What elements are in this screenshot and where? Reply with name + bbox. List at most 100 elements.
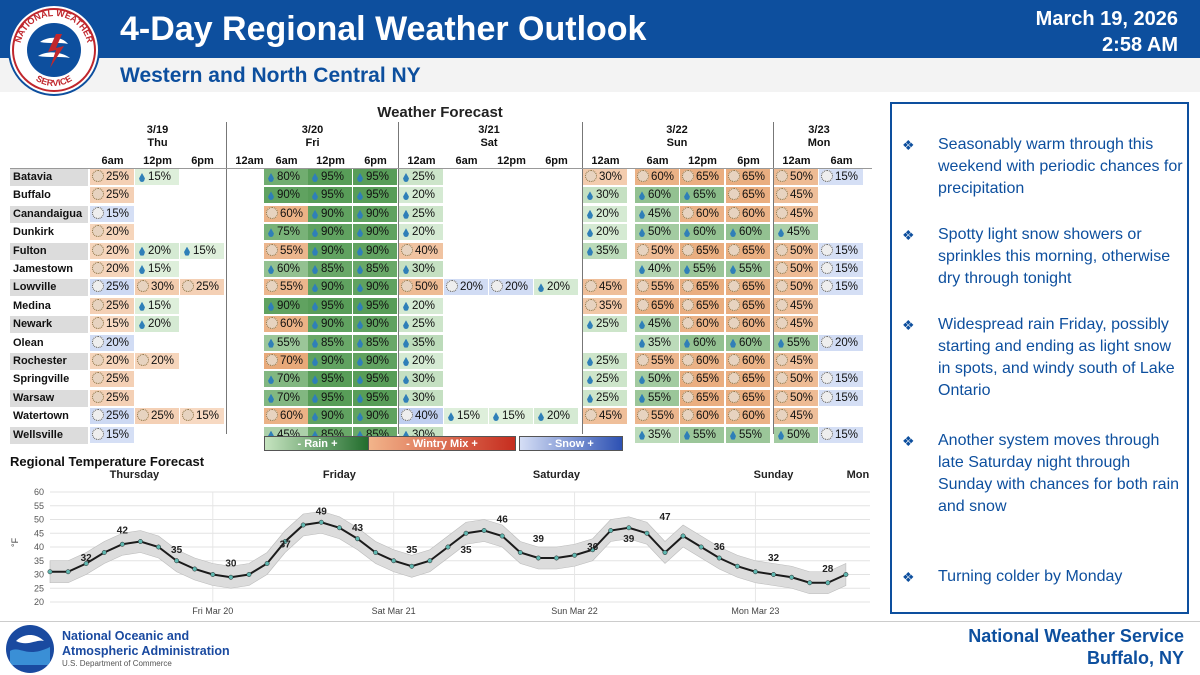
probability-value: 90% (321, 355, 345, 367)
raindrop-icon (312, 393, 318, 403)
forecast-cell: 20% (444, 279, 489, 297)
forecast-cell: 35% (583, 297, 628, 315)
raindrop-icon (312, 209, 318, 219)
probability-value: 50% (415, 281, 439, 294)
forecast-cell: 20% (399, 297, 444, 315)
probability-value: 30% (412, 263, 436, 275)
wintry-mix-icon (728, 298, 740, 311)
footer-divider (0, 621, 1200, 622)
forecast-cell: 40% (635, 261, 680, 278)
probability-value: 45% (648, 207, 672, 220)
bullet-text: Turning colder by Monday (938, 568, 1123, 585)
wintry-mix-icon (682, 354, 694, 366)
day-separator (398, 122, 399, 434)
raindrop-icon (268, 173, 274, 182)
forecast-cell: 60% (680, 334, 725, 352)
probability-value: 90% (366, 318, 390, 331)
forecast-cell: 45% (774, 353, 819, 370)
probability-value: 25% (196, 281, 220, 294)
probability-value: 20% (151, 355, 175, 367)
forecast-cell: 35% (399, 334, 444, 352)
forecast-cell: 30% (583, 169, 628, 186)
raindrop-icon (268, 228, 274, 238)
probability-value: 45% (790, 299, 814, 312)
probability-value: 80% (277, 171, 301, 183)
forecast-cell: 25% (90, 187, 135, 205)
temperature-annotation: 37 (280, 539, 292, 550)
raindrop-icon (139, 320, 145, 330)
forecast-cell: 15% (819, 261, 864, 278)
raindrop-icon (403, 228, 409, 238)
forecast-cell: 60% (680, 316, 725, 334)
raindrop-icon (587, 393, 593, 403)
probability-value: 25% (106, 281, 130, 294)
forecast-cell: 90% (353, 353, 398, 370)
probability-value: 20% (106, 263, 130, 275)
forecast-cell: 25% (399, 316, 444, 334)
wintry-mix-icon (92, 390, 104, 403)
temperature-chart-title: Regional Temperature Forecast (10, 454, 205, 469)
probability-value: 40% (415, 410, 439, 423)
probability-value: 95% (366, 373, 390, 386)
forecast-cell: 55% (680, 426, 725, 444)
raindrop-icon (587, 191, 593, 201)
wintry-mix-icon (137, 354, 149, 366)
temperature-annotation: 28 (822, 564, 834, 575)
probability-value: 60% (739, 226, 763, 239)
probability-value: 60% (648, 189, 672, 202)
wintry-mix-icon (92, 354, 104, 366)
wintry-mix-icon (637, 243, 649, 256)
probability-value: 35% (596, 244, 620, 257)
temperature-point (825, 580, 831, 586)
wintry-mix-icon (682, 409, 694, 422)
snowflake-icon (491, 280, 503, 293)
probability-value: 45% (790, 355, 814, 367)
probability-value: 60% (280, 318, 304, 331)
raindrop-icon (587, 357, 593, 366)
forecast-cell: 90% (353, 408, 398, 426)
probability-value: 30% (596, 189, 620, 202)
forecast-cell: 95% (353, 297, 398, 315)
day-separator (582, 122, 583, 434)
forecast-cell: 50% (774, 389, 819, 407)
forecast-cell: 20% (399, 187, 444, 205)
forecast-cell: 50% (774, 261, 819, 278)
date-label: Mon Mar 23 (731, 606, 779, 616)
probability-value: 15% (457, 410, 481, 423)
wintry-mix-icon (637, 298, 649, 311)
legend-rain: - Rain + (264, 436, 371, 451)
forecast-cell: 30% (135, 279, 180, 297)
bullet-text: Spotty light snow showers or sprinkles t… (938, 226, 1171, 287)
probability-value: 35% (648, 336, 672, 349)
nws-logo-icon: NATIONAL WEATHER SERVICE (12, 8, 96, 92)
bullet-diamond-icon: ❖ (902, 137, 915, 153)
probability-value: 15% (835, 428, 859, 441)
raindrop-icon (268, 430, 274, 440)
probability-value: 20% (148, 318, 172, 331)
issued-time: 2:58 AM (1102, 34, 1178, 56)
forecast-cell: 55% (726, 261, 771, 278)
wintry-mix-icon (182, 280, 194, 293)
forecast-cell: 55% (726, 426, 771, 444)
raindrop-icon (357, 320, 363, 330)
wintry-mix-icon (776, 317, 788, 330)
forecast-cell: 50% (774, 426, 819, 444)
probability-value: 45% (599, 410, 623, 423)
temperature-point (137, 539, 143, 544)
probability-value: 55% (648, 391, 672, 404)
forecast-cell: 50% (635, 224, 680, 242)
city-medina: Medina (13, 299, 51, 312)
raindrop-icon (587, 375, 593, 385)
forecast-cell: 95% (353, 169, 398, 186)
wintry-mix-icon (637, 280, 649, 293)
probability-value: 95% (366, 299, 390, 312)
raindrop-icon (139, 173, 145, 182)
raindrop-icon (403, 191, 409, 201)
probability-value: 40% (648, 263, 672, 275)
forecast-cell: 15% (819, 242, 864, 260)
noaa-line-1: National Oceanic and (62, 629, 190, 643)
wintry-mix-icon (266, 354, 278, 366)
wintry-mix-icon (637, 409, 649, 422)
day-header-sat: 3/21 Sat (399, 124, 579, 150)
raindrop-icon (357, 246, 363, 256)
